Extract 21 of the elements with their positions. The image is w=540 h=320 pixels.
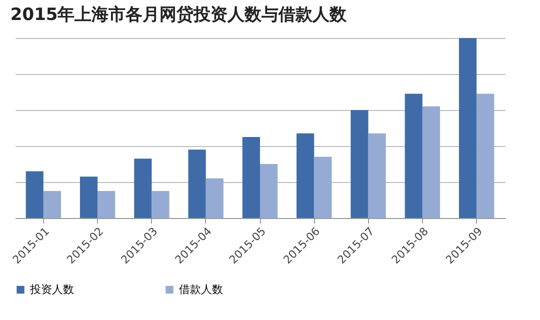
bar — [350, 110, 368, 218]
bar — [80, 176, 98, 218]
bar — [368, 133, 386, 218]
bar — [206, 178, 224, 218]
bar — [260, 164, 278, 218]
bar — [476, 94, 494, 218]
bar — [422, 106, 440, 218]
legend-label: 投资人数 — [29, 282, 74, 296]
chart-title: 2015年上海市各月网贷投资人数与借款人数 — [10, 5, 348, 25]
bar — [43, 191, 62, 218]
bar — [242, 137, 260, 218]
bar — [404, 94, 422, 218]
bar — [296, 133, 314, 218]
bar — [458, 38, 477, 218]
bar — [188, 150, 206, 218]
bar — [98, 191, 116, 218]
legend-label: 借款人数 — [179, 282, 223, 296]
bar — [314, 156, 332, 218]
bar — [26, 171, 44, 218]
bar — [152, 191, 170, 218]
bar — [134, 158, 152, 218]
